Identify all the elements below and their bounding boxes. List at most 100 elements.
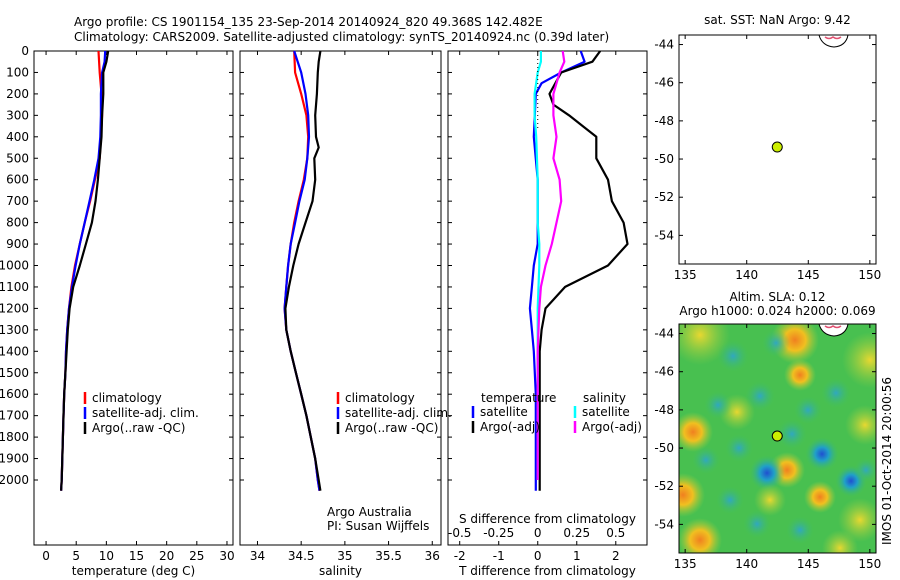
depth-tick-label: 0: [21, 44, 29, 58]
sla-anomaly-blob: [854, 458, 876, 482]
sla-map-frame: [678, 323, 877, 554]
sla-anomaly-blob: [749, 455, 785, 491]
legend-label: Argo(-adj): [480, 420, 540, 434]
sst-map-ytick-label: -54: [654, 228, 674, 242]
temperature-xtick-label: 25: [189, 549, 204, 563]
legend-label: Argo(..raw -QC): [345, 421, 438, 435]
salinity-xtick-label: 34.5: [288, 549, 315, 563]
sla-anomaly-blob: [743, 510, 771, 538]
sla-anomaly-blob: [717, 340, 749, 372]
depth-tick-label: 1200: [0, 301, 29, 315]
salinity-xtick-label: 35: [337, 549, 352, 563]
sla-anomaly-blob: [716, 486, 744, 514]
sla-anomaly-blob: [725, 434, 753, 462]
sla-anomaly-blob: [762, 329, 790, 357]
sla-map-title-line-1: Altim. SLA: 0.12: [729, 290, 825, 304]
difference-salinity-tick-label: 0: [534, 526, 542, 540]
temperature-series-argo-raw-qc-: [60, 50, 110, 491]
sla-anomaly-blob: [822, 530, 858, 553]
salinity-xtick-label: 34: [250, 549, 265, 563]
sla-map-ytick-label: -44: [654, 327, 674, 341]
salinity-xtick-label: 36: [425, 549, 440, 563]
legend-label: Argo(..raw -QC): [92, 421, 185, 435]
sla-anomaly-blob: [754, 484, 786, 516]
depth-tick-label: 1800: [0, 430, 29, 444]
difference-xlabel: T difference from climatology: [458, 564, 636, 578]
sla-anomaly-blob: [745, 381, 775, 411]
sla-map-xtick-label: 135: [674, 557, 697, 571]
depth-tick-label: 700: [6, 194, 29, 208]
salinity-series-argo-raw-qc-: [284, 50, 322, 491]
sla-map-field: [679, 324, 876, 553]
legend-label: satellite: [582, 405, 630, 419]
depth-tick-label: 1500: [0, 366, 29, 380]
sla-map-coast-detail: [824, 325, 842, 329]
difference-salinity-tick-label: -0.25: [483, 526, 514, 540]
salinity-annotation: PI: Susan Wijffels: [327, 519, 429, 533]
sla-anomaly-blob: [784, 359, 816, 391]
depth-tick-label: 1100: [0, 280, 29, 294]
legend-title-temperature: temperature: [481, 391, 556, 405]
legend-label: Argo(-adj): [582, 420, 642, 434]
salinity-xlabel: salinity: [319, 564, 362, 578]
sla-anomaly-blob: [842, 332, 876, 388]
depth-tick-label: 100: [6, 65, 29, 79]
sla-anomaly-blob: [679, 473, 705, 517]
temperature-xtick-label: 20: [159, 549, 174, 563]
sla-map-xtick-label: 140: [735, 557, 758, 571]
legend-label: satellite-adj. clim.: [345, 406, 452, 420]
sla-anomaly-blob: [805, 437, 839, 471]
difference-series-temperature-argo-adj-: [538, 50, 629, 491]
difference-series-salinity-satellite: [533, 51, 543, 480]
sla-map-ytick-label: -54: [654, 517, 674, 531]
difference-xtick-label: 1: [573, 549, 581, 563]
legend-title-salinity: salinity: [583, 391, 626, 405]
sla-anomaly-blob: [704, 391, 732, 419]
salinity-axes-frame: [239, 50, 442, 546]
sla-anomaly-blob: [777, 419, 807, 449]
depth-tick-label: 500: [6, 151, 29, 165]
sst-map-xtick-label: 145: [797, 268, 820, 282]
temperature-axes-frame: [33, 50, 234, 546]
sla-map-float-marker: [771, 430, 783, 442]
sla-anomaly-blob: [804, 481, 836, 513]
difference-xtick-label: 2: [612, 549, 620, 563]
temperature-xtick-label: 5: [72, 549, 80, 563]
depth-tick-label: 1000: [0, 259, 29, 273]
sst-map-xtick-label: 135: [674, 268, 697, 282]
header-line-1: Argo profile: CS 1901154_135 23-Sep-2014…: [74, 15, 543, 29]
sla-anomaly-blob: [845, 405, 876, 445]
salinity-annotation: Argo Australia: [327, 505, 412, 519]
depth-tick-label: 200: [6, 87, 29, 101]
difference-xtick-label: -1: [493, 549, 505, 563]
sst-map-float-marker: [771, 141, 783, 153]
sst-map-ytick-label: -44: [654, 38, 674, 52]
sst-map-coast-detail: [824, 36, 842, 40]
sst-map-ytick-label: -48: [654, 114, 674, 128]
difference-salinity-tick-label: 0.25: [563, 526, 590, 540]
depth-tick-label: 1400: [0, 344, 29, 358]
sst-map-frame: [678, 34, 877, 265]
sla-anomaly-blob: [679, 518, 722, 553]
sla-anomaly-blob: [679, 412, 713, 452]
depth-tick-label: 2000: [0, 473, 29, 487]
legend-label: climatology: [92, 391, 162, 405]
difference-salinity-tick-label: -0.5: [448, 526, 471, 540]
sst-map-title: sat. SST: NaN Argo: 9.42: [704, 13, 851, 27]
sst-map-xtick-label: 150: [858, 268, 881, 282]
depth-tick-label: 1900: [0, 452, 29, 466]
depth-tick-label: 1600: [0, 387, 29, 401]
sst-map-ytick-label: -50: [654, 152, 674, 166]
sla-anomaly-blob: [838, 498, 876, 542]
sst-map-ytick-label: -52: [654, 190, 674, 204]
sla-anomaly-blob: [794, 396, 822, 424]
sla-map-xtick-label: 145: [797, 557, 820, 571]
difference-series-temperature-satellite: [528, 50, 586, 491]
sla-anomaly-blob: [786, 516, 814, 544]
depth-tick-label: 400: [6, 130, 29, 144]
difference-xtick-label: 0: [534, 549, 542, 563]
depth-tick-label: 1700: [0, 409, 29, 423]
sla-map-title-line-2: Argo h1000: 0.024 h2000: 0.069: [679, 304, 875, 318]
depth-tick-label: 300: [6, 108, 29, 122]
